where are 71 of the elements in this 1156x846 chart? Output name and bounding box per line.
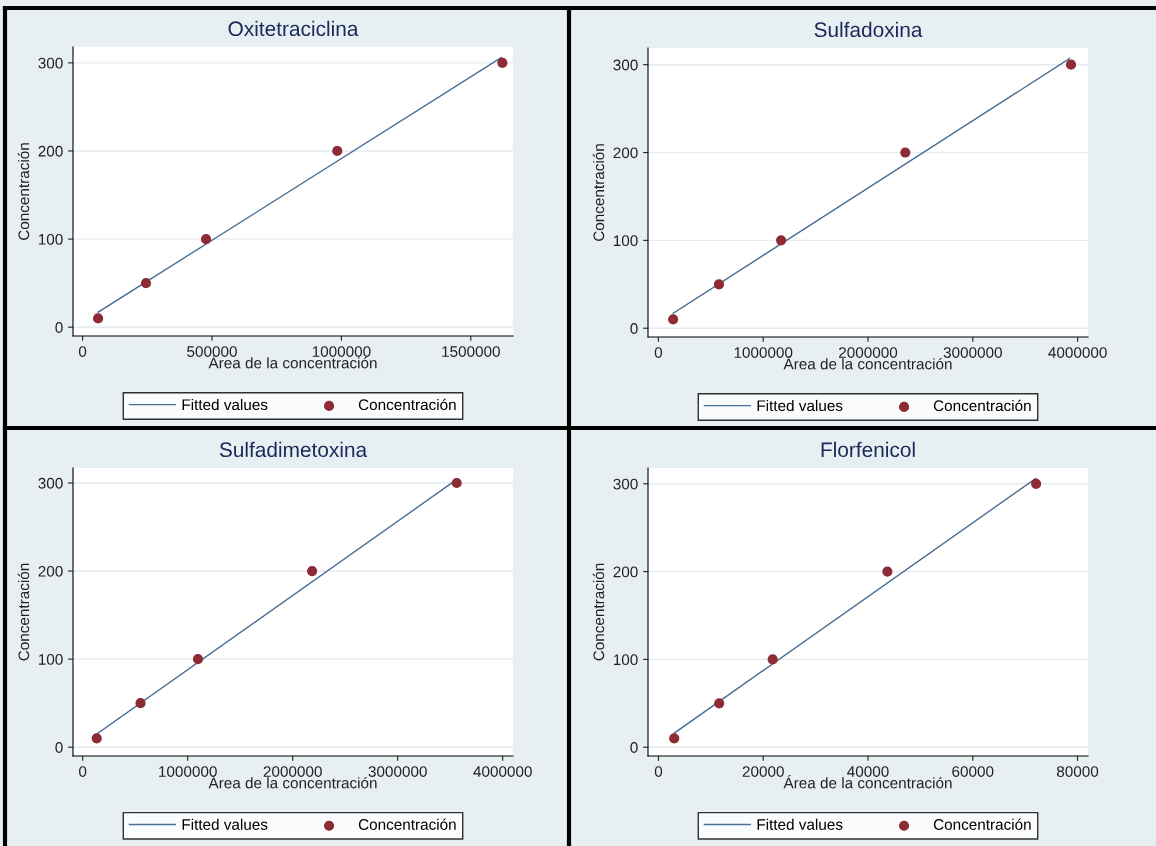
x-tick-label: 2000000 <box>839 347 898 358</box>
point <box>776 235 787 246</box>
point <box>882 566 893 577</box>
point <box>332 145 343 157</box>
y-tick-label: 200 <box>613 566 638 578</box>
legend-label: Concentración <box>358 398 456 411</box>
point <box>192 654 204 665</box>
y-tick-label: 200 <box>613 147 638 159</box>
y-tick-label: 100 <box>38 233 63 245</box>
x-tick-label: 0 <box>78 346 87 357</box>
chart-title: Oxitetraciclina <box>228 20 359 37</box>
y-axis-title: Concentración <box>17 143 30 240</box>
legend-label: Concentración <box>933 399 1031 412</box>
x-tick-label: 0 <box>654 766 663 777</box>
y-tick-label: 100 <box>613 654 638 666</box>
y-tick-label: 300 <box>613 59 638 71</box>
chart-title: Sulfadoxina <box>814 21 923 38</box>
y-tick-label: 300 <box>38 57 63 69</box>
chart-title: Sulfadimetoxina <box>219 441 368 458</box>
point <box>767 654 778 665</box>
point <box>669 733 680 744</box>
x-tick-label: 60000 <box>952 766 994 777</box>
y-tick-label: 100 <box>613 235 638 247</box>
chart-title: Florfenicol <box>821 441 915 458</box>
legend-label: Fitted values <box>182 818 268 830</box>
x-tick-label: 1000000 <box>734 347 793 358</box>
y-tick-label: 200 <box>38 565 63 577</box>
y-axis-title: Concentración <box>592 144 605 241</box>
x-tick-label: 1000000 <box>159 766 217 777</box>
point <box>91 733 102 744</box>
y-axis-title: Concentración <box>17 563 30 661</box>
legend-label: Concentración <box>358 818 456 830</box>
x-tick-label: 20000 <box>742 766 784 777</box>
x-tick-label: 1000000 <box>312 346 371 357</box>
y-tick-label: 300 <box>613 478 638 490</box>
point <box>497 57 508 68</box>
legend-label: Concentración <box>933 818 1031 830</box>
x-tick-label: 80000 <box>1056 766 1099 777</box>
x-tick-label: 2000000 <box>263 766 322 777</box>
point <box>900 147 911 158</box>
legend-label: Fitted values <box>757 818 843 830</box>
x-tick-label: 0 <box>654 347 663 358</box>
y-tick-label: 0 <box>55 742 63 753</box>
y-tick-label: 200 <box>38 145 63 157</box>
point <box>668 314 679 325</box>
point <box>714 698 725 709</box>
legend-label: Fitted values <box>182 398 268 411</box>
y-tick-label: 100 <box>38 653 63 665</box>
y-axis-title: Concentración <box>592 563 605 661</box>
y-tick-label: 300 <box>38 477 63 489</box>
x-tick-label: 1500000 <box>442 346 500 357</box>
point <box>307 565 318 577</box>
point <box>140 278 152 289</box>
x-tick-label: 3000000 <box>943 347 1002 358</box>
x-tick-label: 4000000 <box>473 766 532 777</box>
y-tick-label: 0 <box>630 742 638 753</box>
point <box>200 233 212 245</box>
x-tick-label: 3000000 <box>368 766 427 777</box>
point <box>451 477 462 489</box>
x-tick-label: 40000 <box>847 766 889 777</box>
legend-label: Fitted values <box>757 399 843 412</box>
point <box>1031 478 1042 489</box>
x-tick-label: 0 <box>79 766 87 777</box>
point <box>713 279 725 290</box>
point <box>135 698 146 709</box>
x-tick-label: 500000 <box>187 346 237 357</box>
y-tick-label: 0 <box>630 323 638 334</box>
point <box>93 313 104 324</box>
point <box>1065 59 1077 70</box>
x-tick-label: 4000000 <box>1048 347 1107 358</box>
y-tick-label: 0 <box>55 322 63 333</box>
